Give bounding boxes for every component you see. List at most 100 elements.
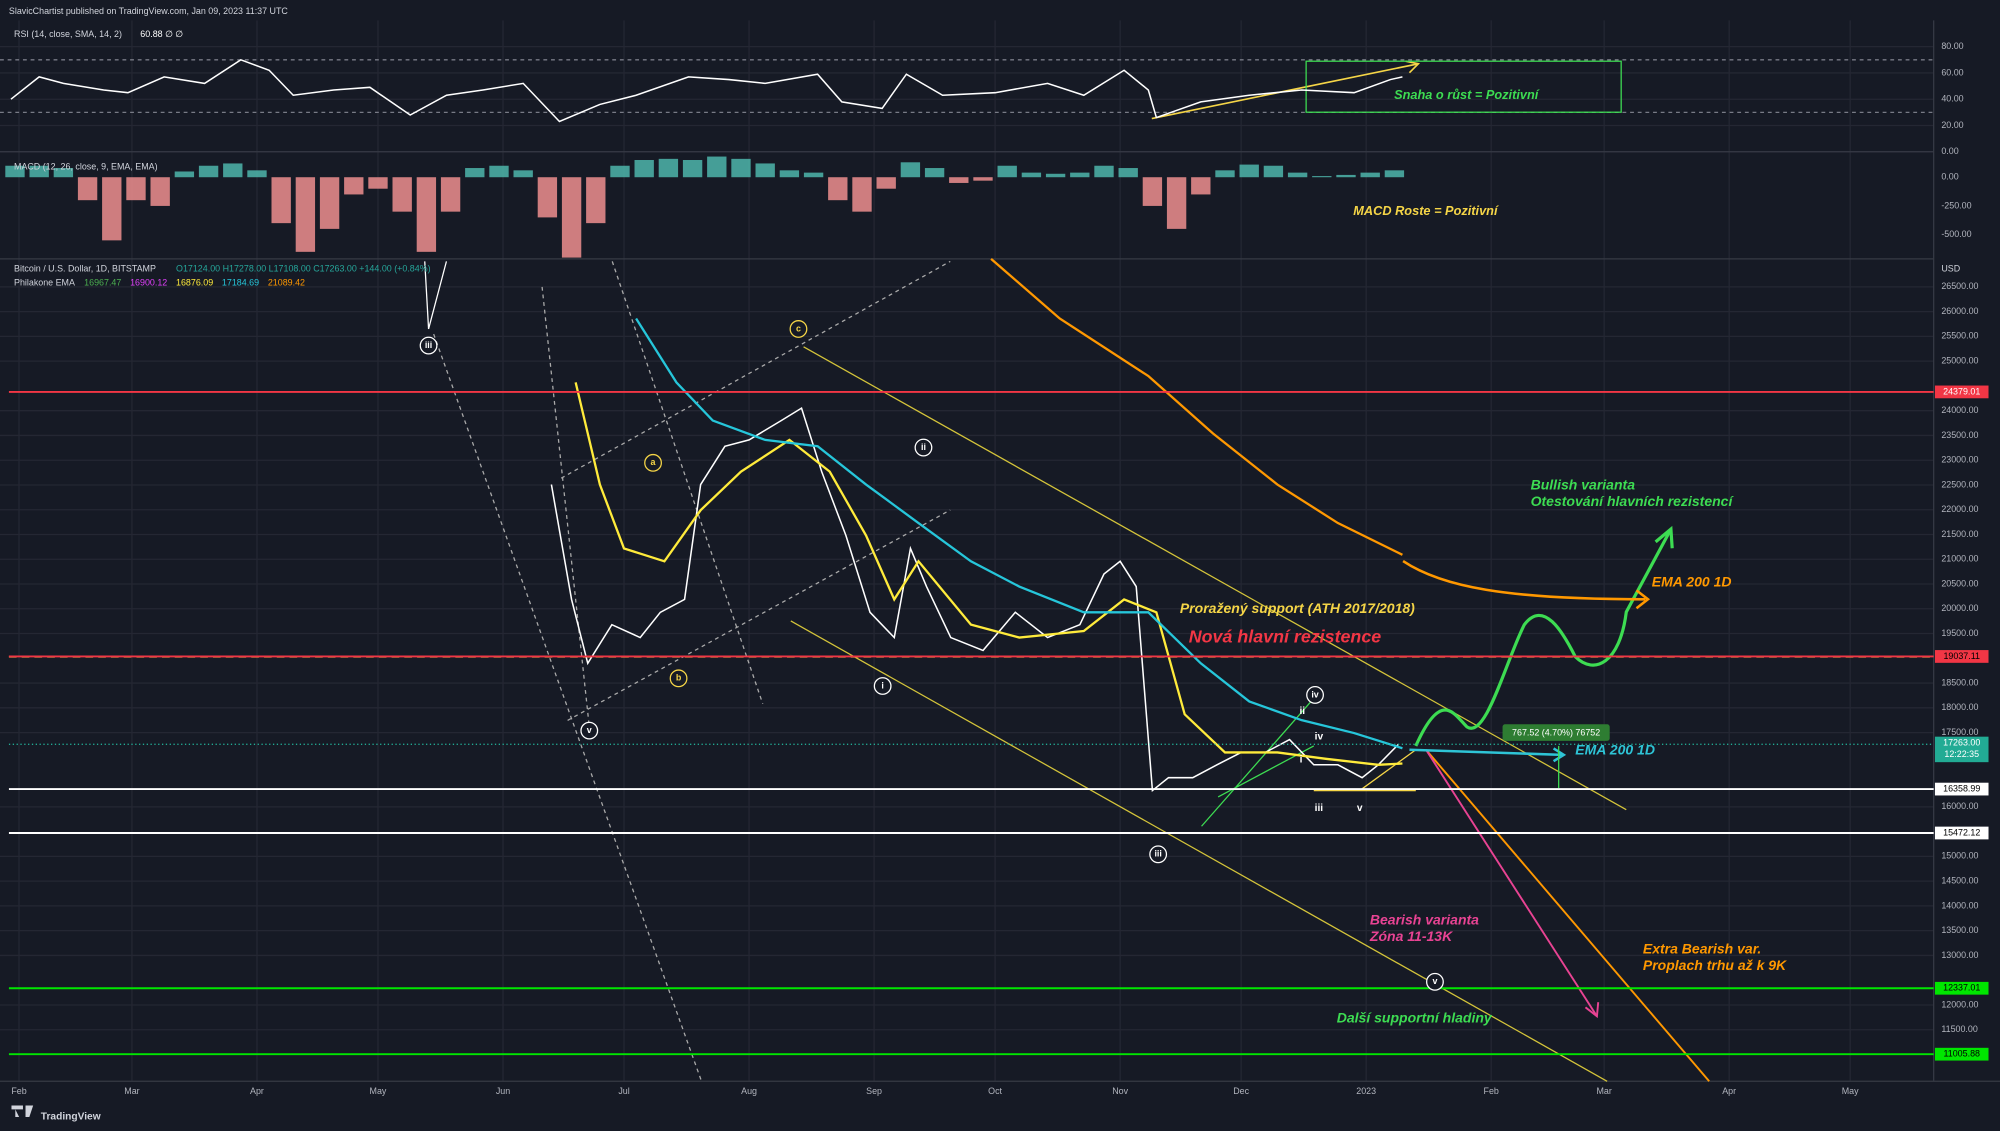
arrow-head [1584, 1002, 1600, 1019]
macd-bar [634, 160, 654, 178]
sub-wave-label: iv [1315, 732, 1324, 743]
macd-bar [247, 170, 267, 178]
macd-bar [465, 168, 485, 178]
wave-circle [644, 453, 662, 472]
price-tag [1934, 1047, 1989, 1061]
sub-wave-label: i [1300, 755, 1303, 766]
annotation: Zóna 11-13K [1369, 928, 1453, 944]
annotation: EMA 200 1D [1575, 742, 1655, 758]
last-price-label: 17263.00 [1943, 737, 1980, 747]
wave-label: iv [1311, 689, 1318, 699]
y-tick-label: 11500.00 [1941, 1024, 1978, 1034]
rsi-title: RSI (14, close, SMA, 14, 2) [14, 29, 122, 39]
macd-bar [29, 165, 49, 178]
macd-bar [440, 177, 461, 212]
bullish-path [1414, 528, 1673, 747]
wave-circle [1149, 845, 1168, 864]
annotation: MACD Roste = Pozitivní [1353, 203, 1499, 218]
measure-label: 767.52 (4.70%) 76752 [1512, 728, 1600, 738]
y-tick-label: 17500.00 [1941, 727, 1978, 737]
y-tick-label: 13500.00 [1941, 925, 1978, 935]
x-tick-label: Feb [1484, 1086, 1499, 1096]
countdown: 12:22:35 [1944, 749, 1979, 759]
arrow-head [1654, 525, 1674, 549]
y-tick-label: 24000.00 [1941, 405, 1978, 415]
macd-bar [1166, 177, 1187, 229]
y-tick-label: 21500.00 [1941, 529, 1978, 539]
price-tag [1934, 650, 1989, 663]
macd-bar [102, 177, 122, 241]
y-tick-label: 15000.00 [1941, 851, 1978, 861]
x-tick-label: Apr [1722, 1086, 1736, 1096]
annotation: Otestování hlavních rezistencí [1531, 493, 1735, 509]
annotation: Bearish varianta [1370, 911, 1479, 927]
y-tick-label: 22000.00 [1941, 504, 1978, 514]
annotation: EMA 200 1D [1652, 573, 1732, 589]
y-tick-label: 26500.00 [1941, 281, 1978, 291]
price-tag [1934, 782, 1989, 796]
price-tag-label: 24379.01 [1943, 386, 1980, 396]
y-tick-label: -250.00 [1941, 200, 1971, 210]
rsi-box [1305, 60, 1622, 113]
macd-bar [1312, 176, 1332, 178]
macd-bar [1070, 172, 1090, 178]
macd-bar [392, 177, 412, 212]
macd-bar [513, 170, 533, 178]
price-line [574, 382, 1403, 766]
dashed-line [611, 261, 764, 705]
wave-line [424, 261, 448, 330]
y-tick-label: 23500.00 [1941, 430, 1978, 440]
y-tick-label: 25000.00 [1941, 356, 1978, 366]
annotation: Proražený support (ATH 2017/2018) [1180, 600, 1415, 616]
macd-bar [319, 177, 340, 229]
macd-bar [924, 168, 945, 178]
arrow-head [1635, 589, 1651, 610]
wave-label: i [881, 680, 883, 690]
y-tick-label: 13000.00 [1941, 950, 1978, 960]
macd-bar [53, 168, 74, 178]
header: SlavicChartist published on TradingView.… [9, 6, 289, 16]
x-tick-label: Jul [618, 1086, 629, 1096]
macd-bar [1384, 170, 1405, 178]
rsi-value: 60.88 ∅ ∅ [140, 29, 183, 39]
y-tick-label: 20000.00 [1941, 603, 1978, 613]
symbol-title: Bitcoin / U.S. Dollar, 1D, BITSTAMP [14, 263, 156, 273]
macd-bar [1239, 164, 1259, 178]
macd-bar [561, 177, 582, 258]
y-tick-label: 21000.00 [1941, 554, 1978, 564]
y-tick-label: 20.00 [1941, 120, 1963, 130]
annotation: Extra Bearish var. [1643, 941, 1761, 957]
macd-bar [295, 177, 316, 252]
x-tick-label: Mar [1596, 1086, 1611, 1096]
y-tick-label: 14000.00 [1941, 900, 1978, 910]
y-tick-label: 40.00 [1941, 94, 1963, 104]
y-tick-label: 18000.00 [1941, 702, 1978, 712]
ema-legend-value: 17184.69 [222, 277, 259, 287]
y-tick-label: 14500.00 [1941, 876, 1978, 886]
channel-line [803, 346, 1627, 811]
macd-bar [949, 177, 969, 183]
dashed-line [560, 260, 951, 479]
macd-bar [5, 165, 25, 178]
y-tick-label: 20500.00 [1941, 578, 1978, 588]
wave-circle [1426, 972, 1444, 991]
price-line [635, 317, 1403, 750]
macd-bar [344, 177, 364, 195]
ohlc: O17124.00 H17278.00 L17108.00 C17263.00 … [176, 263, 431, 273]
macd-bar [707, 156, 727, 178]
dashed-line [541, 286, 590, 727]
macd-bar [586, 177, 606, 224]
x-tick-label: Mar [124, 1086, 139, 1096]
annotation: Nová hlavní rezistence [1189, 626, 1382, 646]
macd-bar [77, 177, 98, 201]
macd-bar [1142, 177, 1163, 206]
y-tick-label: 16000.00 [1941, 801, 1978, 811]
footer: TradingView [41, 1112, 101, 1123]
macd-bar [416, 177, 437, 252]
wave-label: iii [1154, 849, 1161, 859]
x-tick-label: Sep [866, 1086, 882, 1096]
annotation: Proplach trhu až k 9K [1643, 957, 1787, 973]
annotation: Bullish varianta [1531, 477, 1636, 493]
y-tick-label: 26000.00 [1941, 306, 1978, 316]
